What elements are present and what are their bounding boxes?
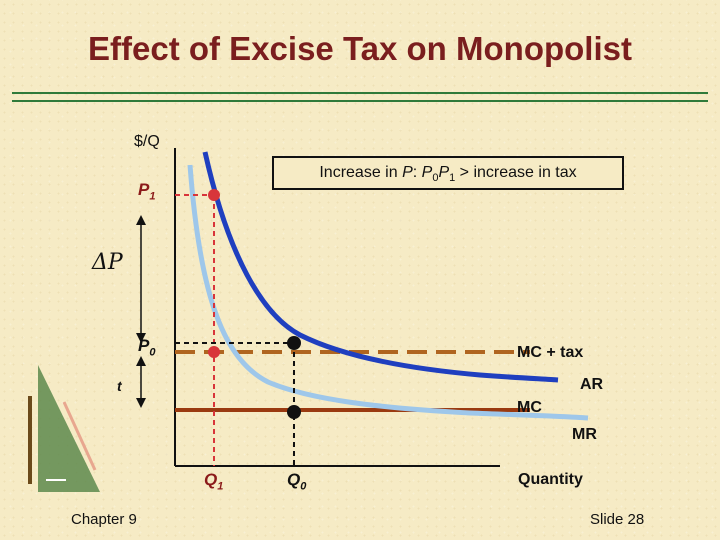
slide-number: Slide 28 (590, 511, 645, 528)
decorative-triangle (38, 365, 100, 492)
mr-label: MR (572, 426, 597, 443)
decorative-line (62, 401, 97, 471)
p0-label: P0 (138, 336, 156, 359)
q1-label: Q1 (204, 470, 224, 493)
point-q0-mc (287, 405, 301, 419)
ar-label: AR (580, 376, 604, 393)
mc-label: MC (517, 399, 542, 416)
t-arrow-up (136, 356, 146, 366)
point-p1 (208, 189, 220, 201)
callout-box: Increase in P: P0P1 > increase in tax (272, 156, 624, 190)
t-arrow-down (136, 398, 146, 408)
title-divider (12, 92, 708, 102)
x-axis-label: Quantity (518, 471, 583, 488)
chapter-label: Chapter 9 (71, 511, 137, 528)
mc-tax-label: MC + tax (517, 344, 584, 361)
point-q1-mc-tax (208, 346, 220, 358)
slide-title: Effect of Excise Tax on Monopolist (88, 30, 632, 67)
delta-p-label: ΔP (92, 250, 123, 275)
mr-curve (187, 164, 589, 421)
decorative-bar (28, 396, 32, 484)
ar-curve (202, 151, 559, 383)
p1-label: P1 (138, 180, 156, 203)
delta-p-arrow-up (136, 215, 146, 225)
point-p0 (287, 336, 301, 350)
t-label: t (117, 378, 122, 394)
q0-label: Q0 (287, 470, 307, 493)
y-axis-label: $/Q (134, 133, 160, 150)
delta-p-arrow-down (136, 333, 146, 343)
